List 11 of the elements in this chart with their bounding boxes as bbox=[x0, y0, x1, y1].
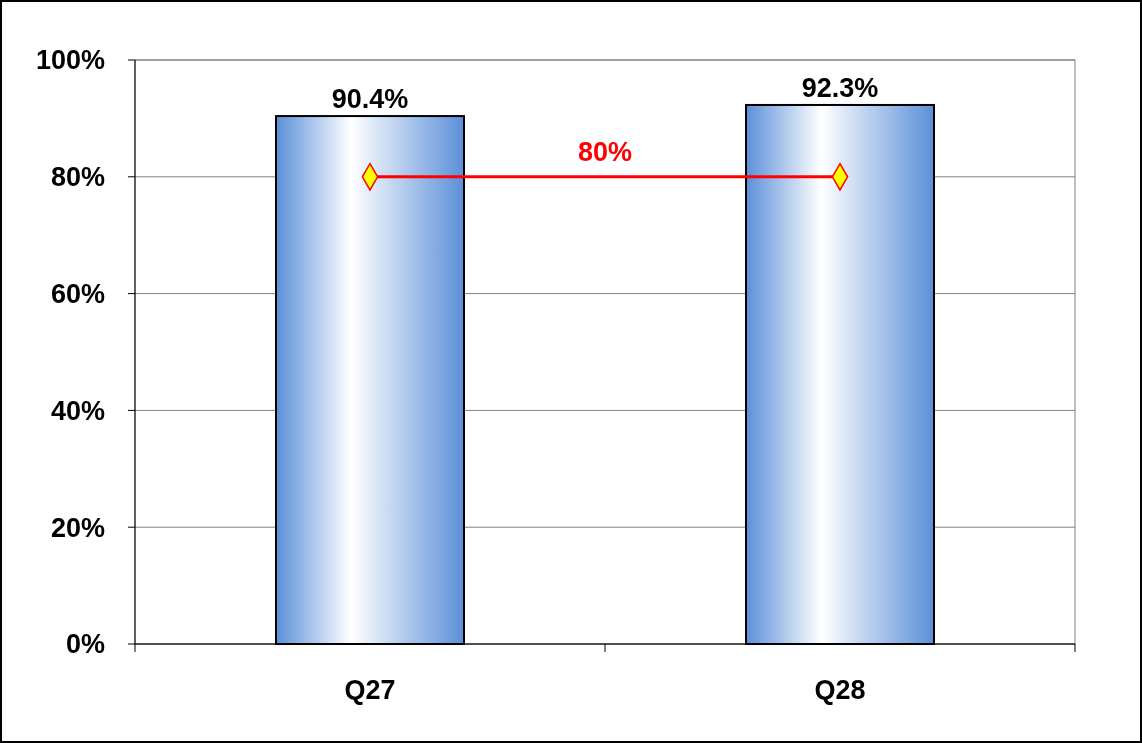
data-label: 90.4% bbox=[331, 84, 409, 115]
x-tick-label: Q27 bbox=[344, 675, 396, 705]
y-tick-label: 40% bbox=[50, 395, 105, 426]
y-tick-label: 20% bbox=[50, 512, 105, 543]
y-tick-label: 0% bbox=[65, 629, 105, 660]
y-tick-label: 60% bbox=[50, 279, 105, 310]
y-tick-label: 80% bbox=[50, 162, 105, 193]
series-label: 80% bbox=[577, 136, 633, 167]
y-tick-label: 100% bbox=[35, 45, 105, 76]
data-label: 92.3% bbox=[801, 72, 879, 103]
x-tick-label: Q28 bbox=[814, 675, 866, 705]
